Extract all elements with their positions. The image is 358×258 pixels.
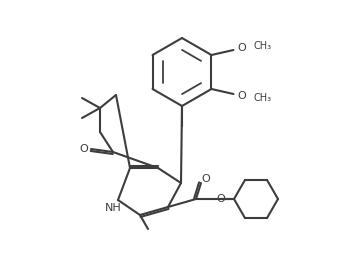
Text: O: O — [217, 194, 226, 204]
Text: CH₃: CH₃ — [253, 41, 272, 51]
Text: O: O — [237, 43, 246, 53]
Text: O: O — [79, 144, 88, 154]
Text: O: O — [237, 91, 246, 101]
Text: O: O — [202, 174, 211, 184]
Text: NH: NH — [105, 203, 121, 213]
Text: CH₃: CH₃ — [253, 93, 272, 103]
